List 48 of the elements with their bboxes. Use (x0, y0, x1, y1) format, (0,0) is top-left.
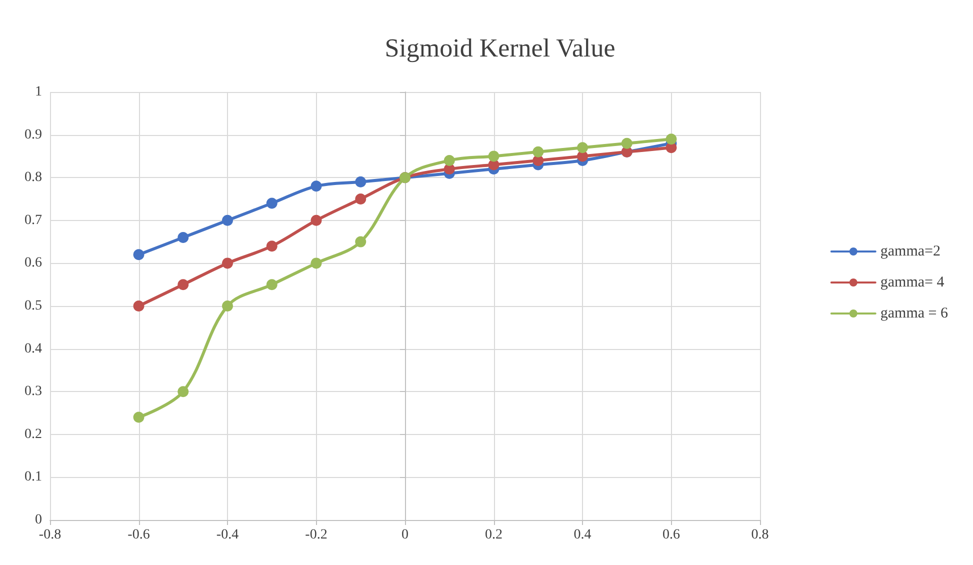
x-tick-label: -0.8 (38, 528, 62, 542)
legend-label: gamma = 6 (880, 306, 948, 322)
point (266, 198, 278, 209)
point (222, 258, 233, 269)
point (355, 236, 366, 248)
point (133, 412, 144, 423)
point (178, 279, 189, 290)
y-tick-label: 0.9 (24, 127, 42, 142)
point (178, 232, 189, 244)
y-tick-label: 0.7 (24, 212, 42, 228)
y-tick-label: 0.2 (24, 426, 42, 442)
point (355, 176, 366, 188)
chart-title: Sigmoid Kernel Value (384, 34, 616, 62)
point (222, 214, 233, 226)
point (266, 279, 278, 290)
y-tick-label: 0 (35, 512, 42, 528)
legend-label: gamma= 4 (880, 274, 945, 290)
legend-label: gamma=2 (880, 244, 941, 260)
point (310, 214, 322, 226)
point (621, 138, 632, 149)
x-tick-label: -0.2 (305, 528, 328, 542)
y-tick-label: 0.3 (24, 384, 42, 400)
y-tick-label: 0.8 (24, 170, 42, 186)
point (222, 300, 233, 312)
x-tick-label: 0.2 (485, 528, 502, 542)
point (133, 249, 144, 260)
y-tick-label: 1 (35, 84, 42, 100)
point (133, 300, 144, 312)
point (532, 146, 544, 158)
x-tick-label: -0.4 (216, 528, 239, 542)
point (266, 240, 278, 252)
point (488, 150, 500, 162)
x-tick-label: 0.8 (751, 528, 769, 542)
point (577, 142, 588, 154)
point (355, 194, 366, 204)
x-tick-label: 0 (402, 528, 408, 542)
y-tick-label: 0.5 (24, 298, 42, 314)
y-tick-label: 0.4 (24, 341, 42, 356)
x-tick-label: 0.4 (574, 528, 592, 542)
point (310, 180, 322, 192)
x-tick-label: 0.6 (662, 528, 680, 542)
y-tick-label: 0.1 (24, 470, 42, 485)
point (178, 386, 189, 398)
point (444, 154, 455, 166)
point (666, 134, 677, 145)
x-tick-label: -0.6 (128, 528, 150, 542)
point (310, 258, 322, 269)
y-tick-label: 0.6 (24, 256, 42, 271)
